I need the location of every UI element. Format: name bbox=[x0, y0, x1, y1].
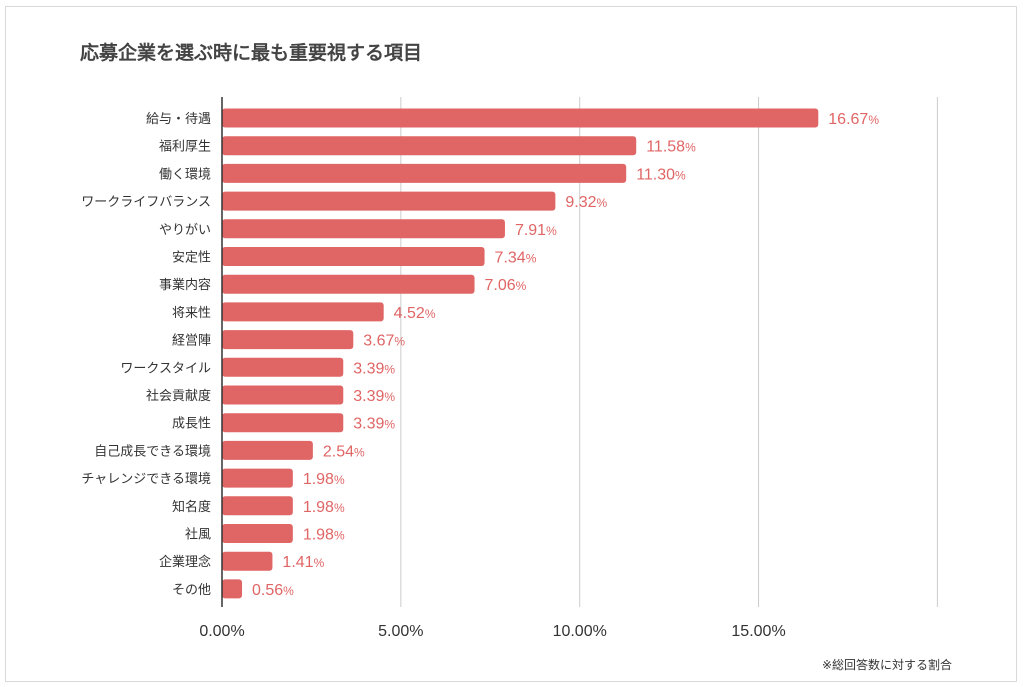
value-label: 1.41% bbox=[282, 554, 324, 571]
footnote: ※総回答数に対する割合 bbox=[821, 658, 952, 672]
value-label: 11.58% bbox=[646, 139, 696, 156]
bar bbox=[222, 163, 627, 183]
x-tick-label: 5.00% bbox=[378, 623, 423, 640]
bar bbox=[222, 551, 273, 571]
x-tick-label: 15.00% bbox=[731, 623, 785, 640]
value-label: 9.32% bbox=[565, 194, 607, 211]
category-label: 給与・待遇 bbox=[146, 112, 211, 127]
bar bbox=[222, 108, 819, 128]
category-labels: 給与・待遇福利厚生働く環境ワークライフバランスやりがい安定性事業内容将来性経営陣… bbox=[81, 112, 211, 598]
x-axis-ticks: 0.00% 5.00% 10.00% 15.00% bbox=[199, 623, 785, 640]
bar bbox=[222, 247, 485, 266]
value-label: 11.30% bbox=[636, 166, 686, 183]
value-label: 2.54% bbox=[323, 443, 365, 460]
bar bbox=[222, 496, 293, 516]
bar bbox=[222, 440, 313, 460]
category-label: やりがい bbox=[159, 223, 211, 238]
category-label: 事業内容 bbox=[159, 277, 211, 293]
value-label: 7.34% bbox=[495, 250, 537, 267]
category-label: ワークスタイル bbox=[120, 361, 211, 376]
category-label: その他 bbox=[172, 583, 211, 598]
bar bbox=[222, 468, 293, 488]
category-label: 福利厚生 bbox=[159, 140, 211, 155]
category-label: 社会貢献度 bbox=[146, 388, 211, 404]
chart-title: 応募企業を選ぶ時に最も重要視する項目 bbox=[80, 42, 423, 64]
bar bbox=[222, 524, 293, 543]
bar bbox=[222, 274, 475, 294]
category-label: 働く環境 bbox=[159, 167, 211, 182]
bar bbox=[222, 413, 344, 433]
category-label: 安定性 bbox=[172, 251, 211, 266]
category-label: 社風 bbox=[185, 527, 211, 543]
value-label: 7.91% bbox=[515, 222, 557, 239]
value-label: 16.67% bbox=[828, 111, 879, 128]
value-label: 4.52% bbox=[394, 305, 436, 322]
bar bbox=[222, 385, 344, 405]
value-label: 1.98% bbox=[303, 471, 345, 488]
category-label: 知名度 bbox=[172, 499, 211, 515]
x-tick-label: 10.00% bbox=[553, 623, 607, 640]
category-label: チャレンジできる環境 bbox=[81, 472, 211, 487]
category-label: 将来性 bbox=[172, 306, 211, 321]
value-label: 3.39% bbox=[353, 388, 395, 405]
bar bbox=[222, 357, 344, 377]
category-label: ワークライフバランス bbox=[81, 195, 211, 210]
value-label: 1.98% bbox=[303, 527, 345, 544]
category-label: 自己成長できる環境 bbox=[94, 444, 211, 459]
value-label: 7.06% bbox=[485, 277, 527, 294]
bar bbox=[222, 579, 243, 599]
value-label: 0.56% bbox=[252, 582, 294, 599]
bar bbox=[222, 136, 637, 156]
bar bbox=[222, 330, 354, 350]
bars bbox=[222, 108, 819, 599]
value-label: 3.39% bbox=[353, 360, 395, 377]
value-label: 3.39% bbox=[353, 416, 395, 433]
value-label: 3.67% bbox=[363, 333, 405, 350]
category-label: 経営陣 bbox=[172, 334, 211, 349]
bar bbox=[222, 191, 556, 211]
value-labels: 16.67% 11.58% 11.30% 9.32% 7.91% 7.34% 7.06% 4.… bbox=[252, 111, 879, 599]
bar bbox=[222, 219, 505, 239]
value-label: 1.98% bbox=[303, 499, 345, 516]
category-label: 成長性 bbox=[172, 417, 211, 432]
x-tick-label: 0.00% bbox=[199, 623, 244, 640]
category-label: 企業理念 bbox=[159, 554, 211, 570]
bar bbox=[222, 302, 384, 322]
